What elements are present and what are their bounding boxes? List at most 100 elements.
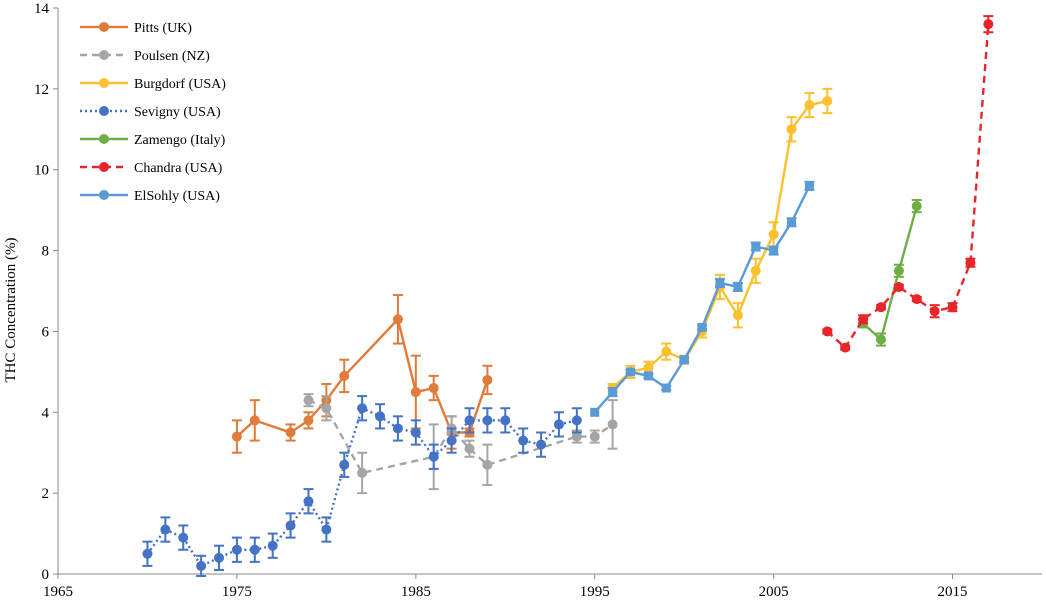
data-point: [911, 201, 922, 212]
data-point: [929, 306, 940, 317]
data-point: [750, 265, 761, 276]
data-point: [285, 427, 296, 438]
data-point: [822, 326, 833, 337]
data-point: [858, 314, 869, 325]
data-point: [983, 19, 994, 30]
data-point: [428, 383, 439, 394]
legend-label: Chandra (USA): [134, 161, 223, 176]
data-point: [482, 415, 493, 426]
data-point: [626, 367, 636, 377]
data-point: [643, 362, 654, 373]
y-axis-title: THC Concentration (%): [3, 238, 19, 383]
legend-swatch-marker: [99, 134, 109, 144]
data-point: [947, 302, 958, 313]
legend-swatch-marker: [99, 22, 109, 32]
data-point: [536, 439, 547, 450]
data-point: [303, 415, 314, 426]
data-point: [446, 435, 457, 446]
y-tick-label: 12: [34, 82, 49, 98]
data-point: [875, 302, 886, 313]
x-tick-label: 1975: [222, 584, 252, 600]
data-point: [482, 459, 493, 470]
data-point: [608, 387, 618, 397]
data-point: [786, 124, 797, 135]
data-point: [822, 95, 833, 106]
x-tick-label: 1965: [43, 584, 73, 600]
data-point: [787, 217, 797, 227]
legend-swatch-marker: [99, 106, 109, 116]
data-point: [553, 419, 564, 430]
y-tick-label: 2: [42, 486, 50, 502]
data-point: [285, 520, 296, 531]
legend-label: Poulsen (NZ): [134, 49, 210, 64]
data-point: [500, 415, 511, 426]
legend-swatch-marker: [99, 190, 109, 200]
data-point: [428, 451, 439, 462]
y-tick-label: 14: [34, 1, 50, 17]
data-point: [214, 552, 225, 563]
legend-item: Burgdorf (USA): [80, 77, 226, 92]
legend-item: Sevigny (USA): [80, 105, 221, 120]
series-4: [858, 199, 922, 347]
data-point: [571, 415, 582, 426]
series-1: [303, 393, 618, 495]
data-point: [661, 383, 671, 393]
x-tick-label: 1985: [401, 584, 431, 600]
data-point: [804, 181, 814, 191]
data-point: [249, 544, 260, 555]
data-point: [231, 431, 242, 442]
data-point: [911, 294, 922, 305]
data-point: [178, 532, 189, 543]
data-point: [732, 310, 743, 321]
data-point: [249, 415, 260, 426]
data-point: [965, 257, 976, 268]
data-point: [339, 459, 350, 470]
data-point: [375, 411, 386, 422]
axes: 0 2 4 6 8 10 12 14 1965 1975 1985 1995 2005 2015: [34, 1, 1042, 600]
x-tick-label: 2015: [938, 584, 968, 600]
legend-label: ElSohly (USA): [134, 189, 220, 204]
data-point: [804, 100, 815, 111]
data-point: [875, 334, 886, 345]
data-point: [768, 229, 779, 240]
data-point: [321, 524, 332, 535]
data-point: [482, 374, 493, 385]
data-point: [231, 544, 242, 555]
series-6: [590, 180, 815, 417]
data-point: [643, 371, 653, 381]
series-5: [822, 15, 994, 353]
legend: Pitts (UK) Poulsen (NZ) Burgdorf (USA) Sevi…: [80, 21, 226, 204]
legend-item: Poulsen (NZ): [80, 49, 210, 64]
data-point: [303, 496, 314, 507]
series-line: [826, 24, 990, 350]
x-tick-label: 2005: [759, 584, 789, 600]
plot-area: [142, 15, 994, 578]
data-point: [321, 403, 332, 414]
legend-swatch-marker: [99, 162, 109, 172]
data-point: [679, 355, 689, 365]
data-point: [392, 314, 403, 325]
data-point: [661, 346, 672, 357]
data-point: [697, 322, 707, 332]
series-3: [142, 395, 582, 578]
legend-label: Sevigny (USA): [134, 105, 221, 120]
legend-item: Chandra (USA): [80, 161, 223, 176]
data-point: [840, 342, 851, 353]
x-tick-label: 1995: [580, 584, 610, 600]
data-point: [607, 419, 618, 430]
data-point: [357, 467, 368, 478]
data-point: [590, 407, 600, 417]
data-point: [733, 282, 743, 292]
series-line: [862, 205, 918, 342]
legend-swatch-marker: [99, 50, 109, 60]
legend-item: Zamengo (Italy): [80, 133, 226, 148]
data-point: [410, 387, 421, 398]
data-point: [893, 281, 904, 292]
data-point: [518, 435, 529, 446]
series-2: [607, 87, 833, 394]
data-point: [392, 423, 403, 434]
data-point: [715, 278, 725, 288]
legend-item: Pitts (UK): [80, 21, 192, 36]
data-point: [357, 403, 368, 414]
